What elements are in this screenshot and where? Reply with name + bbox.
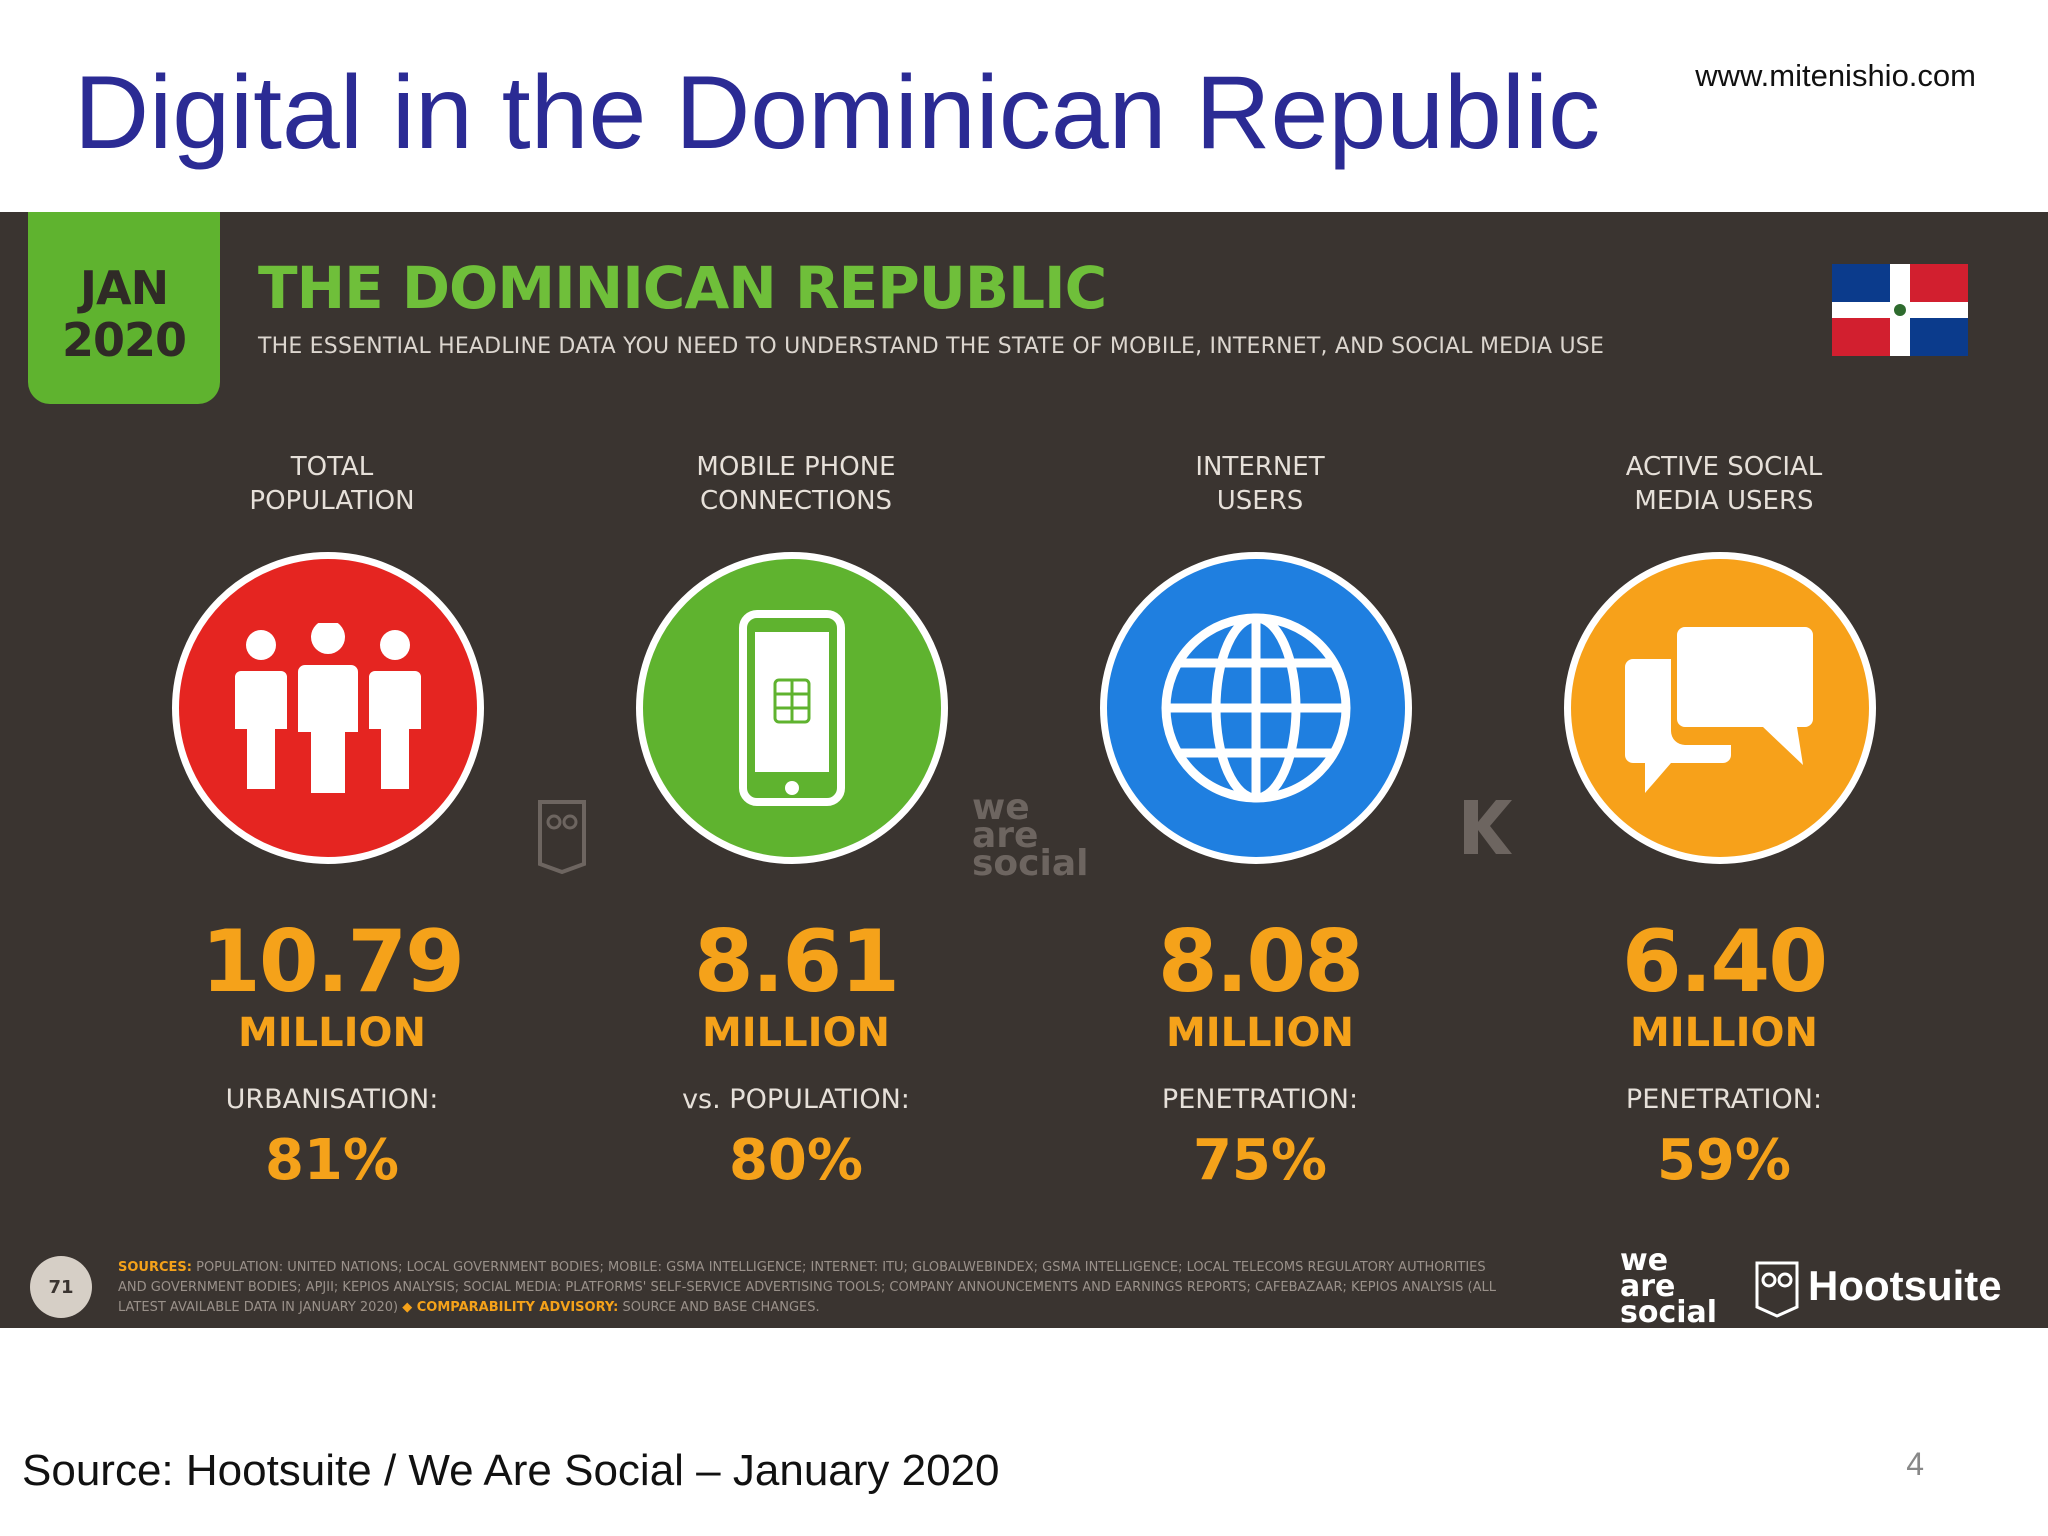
sources-text: POPULATION: UNITED NATIONS; LOCAL GOVERN… bbox=[118, 1260, 1496, 1315]
dominican-flag-icon bbox=[1832, 264, 1968, 356]
stat-subvalue: 59% bbox=[1656, 1128, 1792, 1193]
site-url: www.mitenishio.com bbox=[1695, 58, 1976, 93]
stat-value: 8.08 bbox=[1157, 912, 1364, 1012]
stat-circle bbox=[1100, 552, 1412, 864]
stat-subvalue: 80% bbox=[728, 1128, 864, 1193]
advisory-label: ◆ COMPARABILITY ADVISORY: bbox=[402, 1300, 619, 1315]
footer-sources: SOURCES: POPULATION: UNITED NATIONS; LOC… bbox=[118, 1258, 1518, 1318]
stat-sublabel: URBANISATION: bbox=[225, 1084, 439, 1115]
stat-circle bbox=[172, 552, 484, 864]
advisory-text: SOURCE AND BASE CHANGES. bbox=[622, 1300, 820, 1315]
we-are-social-logo: we are social bbox=[1620, 1243, 1718, 1330]
mobile-phone-icon bbox=[739, 610, 845, 806]
owl-watermark-icon bbox=[538, 800, 586, 874]
stat-unit: MILLION bbox=[701, 1010, 891, 1056]
globe-icon bbox=[1161, 613, 1351, 803]
date-badge: JAN 2020 bbox=[28, 212, 220, 404]
stat-label: ACTIVE SOCIAL MEDIA USERS bbox=[1625, 452, 1823, 516]
stat-label: INTERNET USERS bbox=[1195, 452, 1325, 516]
chat-bubbles-icon bbox=[1625, 627, 1813, 793]
kepios-watermark-icon bbox=[1464, 800, 1512, 854]
hootsuite-owl-icon bbox=[1755, 1261, 1799, 1318]
stat-value: 6.40 bbox=[1621, 912, 1828, 1012]
we-are-social-watermark: we are social bbox=[972, 787, 1089, 884]
stat-sublabel: vs. POPULATION: bbox=[682, 1084, 910, 1115]
panel-subtitle: THE ESSENTIAL HEADLINE DATA YOU NEED TO … bbox=[258, 334, 1605, 359]
date-month: JAN bbox=[79, 261, 169, 315]
stat-circle bbox=[636, 552, 948, 864]
date-year: 2020 bbox=[61, 313, 187, 367]
stat-circle bbox=[1564, 552, 1876, 864]
stat-label: TOTAL POPULATION bbox=[249, 452, 415, 516]
infographic-panel: JAN 2020 THE DOMINICAN REPUBLIC THE ESSE… bbox=[0, 212, 2048, 1328]
stat-unit: MILLION bbox=[237, 1010, 427, 1056]
stat-label: MOBILE PHONE CONNECTIONS bbox=[696, 452, 896, 516]
sources-label: SOURCES: bbox=[118, 1260, 192, 1275]
slide-source: Source: Hootsuite / We Are Social – Janu… bbox=[22, 1446, 1000, 1495]
hootsuite-logo: Hootsuite bbox=[1808, 1262, 2002, 1309]
slide-page-number: 4 bbox=[1906, 1446, 1924, 1482]
people-icon bbox=[235, 623, 421, 793]
stat-unit: MILLION bbox=[1165, 1010, 1355, 1056]
slide-title: Digital in the Dominican Republic bbox=[74, 55, 1601, 171]
stat-sublabel: PENETRATION: bbox=[1625, 1084, 1823, 1115]
stat-value: 10.79 bbox=[200, 912, 465, 1012]
stat-value: 8.61 bbox=[693, 912, 900, 1012]
stat-unit: MILLION bbox=[1629, 1010, 1819, 1056]
panel-title: THE DOMINICAN REPUBLIC bbox=[258, 254, 1107, 322]
stat-subvalue: 75% bbox=[1192, 1128, 1328, 1193]
report-page-badge: 71 bbox=[30, 1256, 92, 1318]
stat-subvalue: 81% bbox=[264, 1128, 400, 1193]
stat-sublabel: PENETRATION: bbox=[1161, 1084, 1359, 1115]
